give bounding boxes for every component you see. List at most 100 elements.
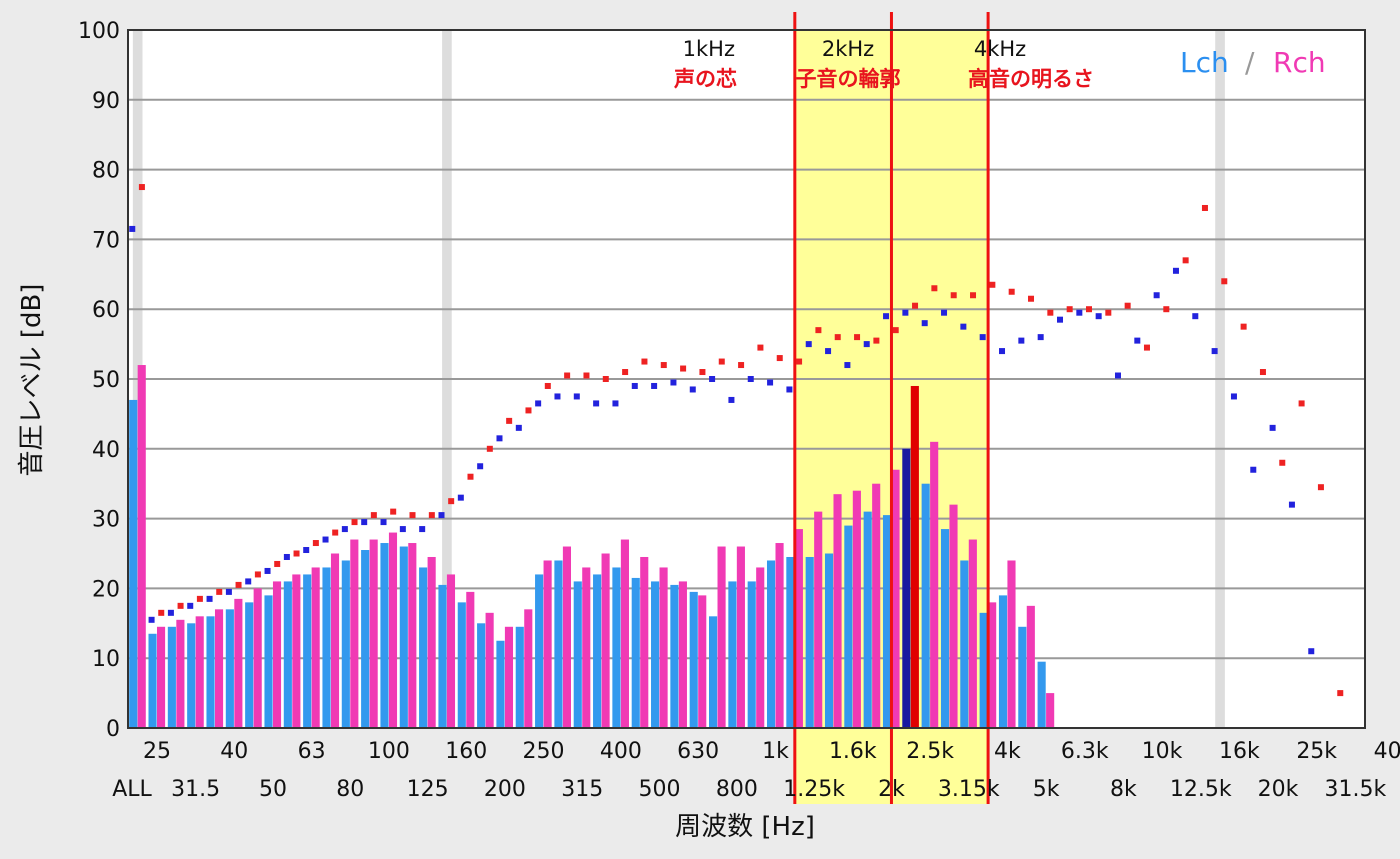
point-lch-13 — [380, 519, 387, 526]
bar-rch-45 — [1007, 560, 1016, 728]
y-tick-70: 70 — [92, 228, 120, 253]
point-rch-5 — [235, 581, 242, 588]
bar-rch-9 — [311, 567, 320, 728]
x-tick-top-12: 6.3k — [1061, 739, 1109, 764]
bar-rch-43 — [968, 539, 977, 728]
bar-rch-41 — [930, 441, 939, 728]
x-tick-top-5: 250 — [523, 739, 565, 764]
bar-rch-0 — [137, 365, 146, 728]
point-rch-50 — [1105, 309, 1112, 316]
point-lch-33 — [767, 379, 774, 386]
point-lch-46 — [1018, 337, 1025, 344]
bar-lch-25 — [612, 567, 621, 728]
bar-lch-32 — [747, 581, 756, 728]
point-rch-52 — [1143, 344, 1150, 351]
bar-rch-34 — [794, 529, 803, 728]
point-lch-24 — [593, 400, 600, 407]
x-tick-bottom-10: 2k — [878, 777, 905, 802]
point-rch-16 — [448, 498, 455, 505]
x-tick-top-15: 25k — [1296, 739, 1337, 764]
bar-lch-41 — [921, 483, 930, 728]
point-rch-21 — [544, 382, 551, 389]
x-tick-top-9: 1.6k — [829, 739, 877, 764]
point-rch-44 — [989, 281, 996, 288]
point-lch-40 — [902, 309, 909, 316]
bar-lch-15 — [419, 567, 428, 728]
point-lch-56 — [1211, 348, 1218, 355]
bar-lch-33 — [766, 560, 776, 728]
point-rch-58 — [1259, 369, 1266, 376]
bar-rch-29 — [698, 595, 707, 728]
point-rch-6 — [254, 571, 261, 578]
bar-rch-12 — [369, 539, 378, 728]
bar-rch-13 — [388, 532, 398, 728]
point-lch-50 — [1095, 313, 1102, 320]
x-axis-ticks: 25 40 63 100 160 250 400 630 1k 1.6k 2.5k 4k 6.3k 10k… — [112, 739, 1400, 802]
legend-lch: Lch — [1180, 46, 1229, 79]
bar-rch-33 — [775, 543, 784, 728]
point-lch-4 — [206, 595, 213, 602]
point-rch-7 — [274, 560, 281, 567]
x-tick-top-11: 4k — [994, 739, 1021, 764]
bar-lch-7 — [264, 595, 273, 728]
point-rch-46 — [1028, 295, 1035, 302]
point-lch-41 — [921, 320, 928, 327]
points — [129, 184, 1344, 697]
x-tick-bottom-14: 12.5k — [1170, 777, 1232, 802]
point-lch-38 — [863, 341, 870, 348]
y-axis-title: 音圧レベル [dB] — [17, 284, 47, 477]
point-rch-35 — [815, 327, 822, 334]
bar-lch-17 — [457, 602, 466, 728]
bar-lch-3 — [187, 623, 196, 728]
y-tick-30: 30 — [92, 508, 120, 533]
point-lch-51 — [1114, 372, 1121, 379]
bar-rch-19 — [504, 626, 514, 728]
bar-rch-40 — [910, 385, 919, 728]
bar-lch-16 — [438, 584, 447, 728]
bar-lch-2 — [167, 626, 176, 728]
bar-rch-22 — [562, 546, 572, 728]
x-tick-bottom-3: 80 — [336, 777, 364, 802]
point-lch-34 — [786, 386, 793, 393]
x-tick-bottom-9: 1.25k — [783, 777, 845, 802]
point-lch-11 — [341, 526, 348, 533]
bar-lch-1 — [148, 633, 157, 728]
point-lch-15 — [419, 526, 426, 533]
point-lch-44 — [979, 334, 986, 341]
point-rch-3 — [196, 595, 203, 602]
bar-rch-10 — [330, 553, 340, 728]
point-lch-53 — [1153, 292, 1160, 299]
x-tick-bottom-12: 5k — [1033, 777, 1060, 802]
point-lch-58 — [1250, 466, 1257, 473]
point-rch-20 — [525, 407, 532, 414]
bar-rch-31 — [736, 546, 745, 728]
point-rch-28 — [680, 365, 687, 372]
point-rch-60 — [1298, 400, 1305, 407]
point-rch-61 — [1317, 484, 1324, 491]
point-rch-48 — [1066, 306, 1073, 313]
y-tick-60: 60 — [92, 298, 120, 323]
band-labels: 1kHz 声の芯 2kHz 子音の輪郭 4kHz 高音の明るさ — [673, 37, 1094, 91]
bar-lch-24 — [593, 574, 602, 728]
x-axis-title: 周波数 [Hz] — [675, 812, 815, 842]
bar-rch-47 — [1046, 693, 1055, 728]
bar-lch-39 — [882, 515, 892, 728]
bar-rch-3 — [195, 616, 204, 728]
x-tick-bottom-13: 8k — [1110, 777, 1137, 802]
bar-rch-6 — [253, 588, 262, 728]
point-lch-37 — [844, 362, 851, 369]
point-rch-57 — [1240, 323, 1247, 330]
point-lch-20 — [515, 424, 522, 431]
y-tick-90: 90 — [92, 89, 120, 114]
y-tick-40: 40 — [92, 438, 120, 463]
bar-rch-16 — [446, 574, 456, 728]
point-rch-41 — [931, 285, 938, 292]
bar-lch-40 — [902, 448, 911, 728]
bar-rch-24 — [601, 553, 610, 728]
bar-lch-12 — [361, 550, 370, 728]
bar-lch-9 — [303, 574, 312, 728]
bar-lch-0 — [129, 399, 138, 728]
point-rch-23 — [583, 372, 590, 379]
point-lch-27 — [651, 382, 658, 389]
bar-rch-32 — [756, 567, 765, 728]
